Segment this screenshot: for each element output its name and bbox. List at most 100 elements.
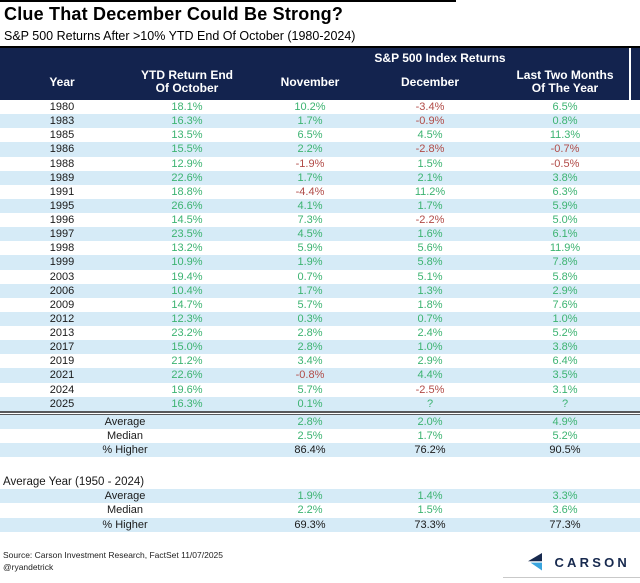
value-cell: 5.1%	[417, 270, 443, 283]
value-cell: ?	[426, 397, 434, 410]
summary-label: Median	[106, 429, 144, 442]
value-cell: 16.3%	[171, 397, 203, 410]
value-cell: 1.7%	[297, 171, 323, 184]
table-row-1988: 1988 12.9% -1.9% 1.5% -0.5%	[0, 157, 640, 171]
year-cell: 2012	[49, 312, 75, 325]
value-cell: 5.9%	[552, 199, 578, 212]
value-cell: -0.8%	[295, 369, 325, 382]
table-row-1996: 1996 14.5% 7.3% -2.2% 5.0%	[0, 213, 640, 227]
value-cell: 11.3%	[549, 129, 581, 142]
value-cell: -2.2%	[415, 214, 445, 226]
summary-row-average: Average 2.8% 2.0% 4.9%	[0, 414, 640, 429]
summary-label: % Higher	[102, 518, 148, 531]
year-cell: 1980	[49, 101, 75, 113]
average-year-section-label: Average Year (1950 - 2024)	[3, 476, 145, 489]
source-note: Source: Carson Investment Research, Fact…	[3, 550, 223, 573]
value-cell: 2.9%	[552, 284, 578, 297]
column-header-year: Year	[49, 74, 75, 89]
table-row-1989: 1989 22.6% 1.7% 2.1% 3.8%	[0, 170, 640, 185]
year-cell: 1991	[49, 185, 75, 198]
table-row-2019: 2019 21.2% 3.4% 2.9% 6.4%	[0, 354, 640, 368]
year-cell: 2013	[49, 327, 75, 339]
summary-value-cell: 1.4%	[417, 490, 443, 503]
value-cell: 2.8%	[297, 341, 323, 354]
author-handle: @ryandetrick	[3, 561, 54, 572]
source-line: Source: Carson Investment Research, Fact…	[3, 550, 224, 560]
returns-table: 1980 18.1% 10.2% -3.4% 6.5% 1983 16.3% 1.7% -0.9…	[0, 100, 640, 532]
summary-value-cell: 76.2%	[414, 444, 446, 456]
value-cell: 19.6%	[171, 383, 203, 396]
summary-value-cell: 90.5%	[549, 444, 581, 456]
summary-value-cell: 73.3%	[414, 518, 446, 531]
table-row-2009: 2009 14.7% 5.7% 1.8% 7.6%	[0, 298, 640, 312]
value-cell: 10.2%	[294, 101, 326, 113]
value-cell: 5.0%	[552, 214, 578, 226]
summary-value-cell: 3.6%	[552, 504, 578, 517]
year-cell: 2024	[49, 383, 75, 396]
year-cell: 1995	[49, 199, 75, 212]
value-cell: 6.5%	[552, 101, 578, 113]
value-cell: 1.0%	[552, 312, 578, 325]
value-cell: 5.7%	[297, 383, 323, 396]
value-cell: 3.5%	[552, 369, 578, 382]
table-row-2017: 2017 15.0% 2.8% 1.0% 3.8%	[0, 340, 640, 355]
summary-value-cell: 1.9%	[297, 490, 323, 503]
year-cell: 1998	[49, 242, 75, 255]
value-cell: 21.2%	[171, 355, 203, 368]
value-cell: 2.4%	[417, 327, 443, 339]
value-cell: 0.7%	[297, 270, 323, 283]
year-cell: 1988	[49, 157, 75, 170]
value-cell: 22.6%	[171, 369, 203, 382]
table-row-1995: 1995 26.6% 4.1% 1.7% 5.9%	[0, 198, 640, 213]
value-cell: 1.9%	[297, 256, 323, 269]
summary-value-cell: 77.3%	[549, 518, 581, 531]
column-header-row: Year YTD Return End Of October November …	[0, 69, 640, 95]
column-header-november: November	[280, 74, 340, 89]
table-row-1983: 1983 16.3% 1.7% -0.9% 0.8%	[0, 114, 640, 129]
summary-value-cell: 69.3%	[294, 518, 326, 531]
summary-value-cell: 5.2%	[552, 429, 578, 442]
value-cell: ?	[561, 397, 569, 410]
year-cell: 1989	[49, 171, 75, 184]
summary-row-median: Median 2.2% 1.5% 3.6%	[0, 503, 640, 517]
page-subtitle: S&P 500 Returns After >10% YTD End Of Oc…	[4, 29, 356, 43]
summary-row-median: Median 2.5% 1.7% 5.2%	[0, 429, 640, 443]
value-cell: 1.5%	[417, 157, 443, 170]
year-cell: 2019	[49, 355, 75, 368]
table-row-2006: 2006 10.4% 1.7% 1.3% 2.9%	[0, 283, 640, 298]
value-cell: 1.7%	[297, 284, 323, 297]
column-header-ytd: YTD Return End Of October	[141, 68, 233, 95]
value-cell: 3.8%	[552, 171, 578, 184]
value-cell: -0.7%	[550, 143, 580, 156]
value-cell: 4.5%	[417, 129, 443, 142]
value-cell: 5.9%	[297, 242, 323, 255]
table-row-1991: 1991 18.8% -4.4% 11.2% 6.3%	[0, 185, 640, 199]
summary-value-cell: 2.5%	[297, 429, 323, 442]
value-cell: 4.5%	[297, 228, 323, 241]
value-cell: 6.5%	[297, 129, 323, 142]
top-rule	[0, 0, 456, 2]
value-cell: 1.6%	[417, 228, 443, 241]
year-cell: 1997	[49, 228, 75, 241]
value-cell: 16.3%	[171, 115, 203, 128]
table-row-2024: 2024 19.6% 5.7% -2.5% 3.1%	[0, 383, 640, 397]
value-cell: 14.7%	[171, 298, 203, 311]
value-cell: 6.1%	[552, 228, 578, 241]
value-cell: -3.4%	[415, 101, 445, 113]
summary-label: Median	[106, 504, 144, 517]
value-cell: 13.2%	[171, 242, 203, 255]
summary-label: Average	[104, 415, 146, 428]
summary-value-cell: 4.9%	[552, 415, 578, 428]
carson-logo: CARSON	[525, 552, 630, 572]
value-cell: 4.1%	[297, 199, 323, 212]
value-cell: 3.8%	[552, 341, 578, 354]
value-cell: 2.8%	[297, 327, 323, 339]
value-cell: 12.9%	[171, 157, 203, 170]
table-row-1998: 1998 13.2% 5.9% 5.6% 11.9%	[0, 241, 640, 255]
summary-value-cell: 2.2%	[297, 504, 323, 517]
year-cell: 2017	[49, 341, 75, 354]
section-gap	[0, 457, 640, 476]
year-cell: 1999	[49, 256, 75, 269]
table-row-1997: 1997 23.5% 4.5% 1.6% 6.1%	[0, 227, 640, 242]
table-body: 1980 18.1% 10.2% -3.4% 6.5% 1983 16.3% 1.7% -0.9…	[0, 100, 640, 411]
